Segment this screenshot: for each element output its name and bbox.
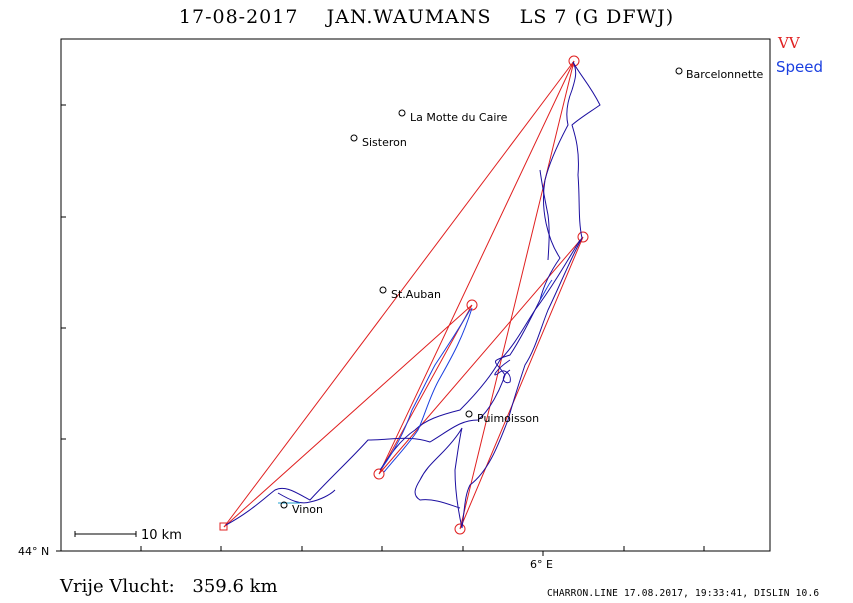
place-label-sisteron: Sisteron (362, 136, 407, 149)
place-marker-la-motte (399, 110, 405, 116)
place-label-st-auban: St.Auban (391, 288, 441, 301)
footer-info: CHARRON.LINE 17.08.2017, 19:33:41, DISLI… (547, 588, 819, 599)
distance-label: Vrije Vlucht: (60, 576, 175, 597)
flight-map: 44° N 6° E 10 km (0, 0, 853, 603)
lat-label: 44° N (18, 545, 49, 558)
place-label-vinon: Vinon (292, 503, 323, 516)
scale-label: 10 km (141, 528, 182, 543)
scale-bar: 10 km (75, 528, 182, 543)
place-label-barcelonnette: Barcelonnette (686, 68, 764, 81)
place-label-la-motte: La Motte du Caire (410, 111, 508, 124)
speed-track (382, 280, 552, 472)
lon-label: 6° E (530, 558, 553, 571)
place-marker-barcelonnette (676, 68, 682, 74)
distance-readout: Vrije Vlucht: 359.6 km (60, 576, 278, 597)
place-marker-puimoisson (466, 411, 472, 417)
place-marker-st-auban (380, 287, 386, 293)
place-marker-sisteron (351, 135, 357, 141)
distance-value: 359.6 km (192, 576, 277, 597)
place-label-puimoisson: Puimoisson (477, 412, 539, 425)
